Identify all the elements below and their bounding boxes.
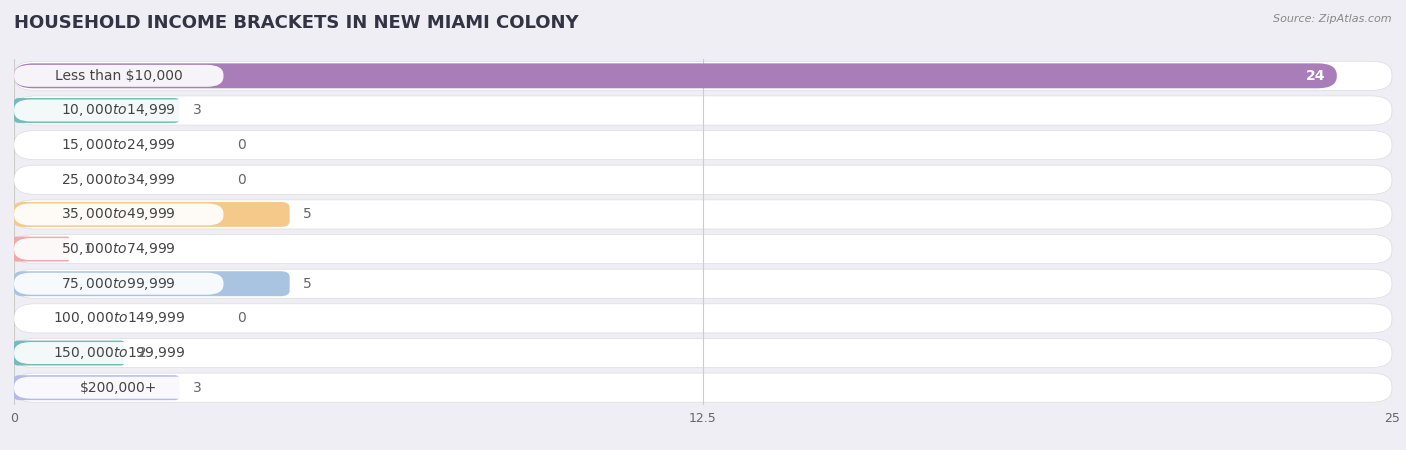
Text: HOUSEHOLD INCOME BRACKETS IN NEW MIAMI COLONY: HOUSEHOLD INCOME BRACKETS IN NEW MIAMI C… xyxy=(14,14,579,32)
FancyBboxPatch shape xyxy=(14,61,1392,90)
FancyBboxPatch shape xyxy=(14,338,1392,368)
FancyBboxPatch shape xyxy=(14,341,124,365)
Text: $15,000 to $24,999: $15,000 to $24,999 xyxy=(62,137,176,153)
Text: $150,000 to $199,999: $150,000 to $199,999 xyxy=(52,345,186,361)
FancyBboxPatch shape xyxy=(14,99,224,122)
Text: $200,000+: $200,000+ xyxy=(80,381,157,395)
Text: Source: ZipAtlas.com: Source: ZipAtlas.com xyxy=(1274,14,1392,23)
FancyBboxPatch shape xyxy=(14,238,224,260)
Text: 2: 2 xyxy=(138,346,146,360)
Text: Less than $10,000: Less than $10,000 xyxy=(55,69,183,83)
Text: 1: 1 xyxy=(83,242,91,256)
FancyBboxPatch shape xyxy=(14,237,69,261)
FancyBboxPatch shape xyxy=(14,377,224,399)
FancyBboxPatch shape xyxy=(14,169,224,191)
FancyBboxPatch shape xyxy=(14,307,224,329)
Text: 24: 24 xyxy=(1306,69,1326,83)
FancyBboxPatch shape xyxy=(14,271,290,296)
Text: $50,000 to $74,999: $50,000 to $74,999 xyxy=(62,241,176,257)
FancyBboxPatch shape xyxy=(14,373,1392,402)
FancyBboxPatch shape xyxy=(14,304,1392,333)
FancyBboxPatch shape xyxy=(14,63,1337,88)
Text: 0: 0 xyxy=(238,173,246,187)
FancyBboxPatch shape xyxy=(14,234,1392,264)
Text: $25,000 to $34,999: $25,000 to $34,999 xyxy=(62,172,176,188)
FancyBboxPatch shape xyxy=(14,273,224,295)
FancyBboxPatch shape xyxy=(14,200,1392,229)
Text: $10,000 to $14,999: $10,000 to $14,999 xyxy=(62,103,176,118)
FancyBboxPatch shape xyxy=(14,96,1392,125)
FancyBboxPatch shape xyxy=(14,98,180,123)
FancyBboxPatch shape xyxy=(14,342,224,364)
FancyBboxPatch shape xyxy=(14,375,180,400)
Text: $75,000 to $99,999: $75,000 to $99,999 xyxy=(62,276,176,292)
Text: 0: 0 xyxy=(238,138,246,152)
Text: $35,000 to $49,999: $35,000 to $49,999 xyxy=(62,207,176,222)
FancyBboxPatch shape xyxy=(14,130,1392,160)
Text: 3: 3 xyxy=(193,104,202,117)
FancyBboxPatch shape xyxy=(14,165,1392,194)
FancyBboxPatch shape xyxy=(14,202,290,227)
Text: 5: 5 xyxy=(304,207,312,221)
FancyBboxPatch shape xyxy=(14,203,224,225)
Text: $100,000 to $149,999: $100,000 to $149,999 xyxy=(52,310,186,326)
Text: 0: 0 xyxy=(238,311,246,325)
Text: 5: 5 xyxy=(304,277,312,291)
FancyBboxPatch shape xyxy=(14,269,1392,298)
FancyBboxPatch shape xyxy=(14,134,224,156)
Text: 3: 3 xyxy=(193,381,202,395)
FancyBboxPatch shape xyxy=(14,65,224,87)
